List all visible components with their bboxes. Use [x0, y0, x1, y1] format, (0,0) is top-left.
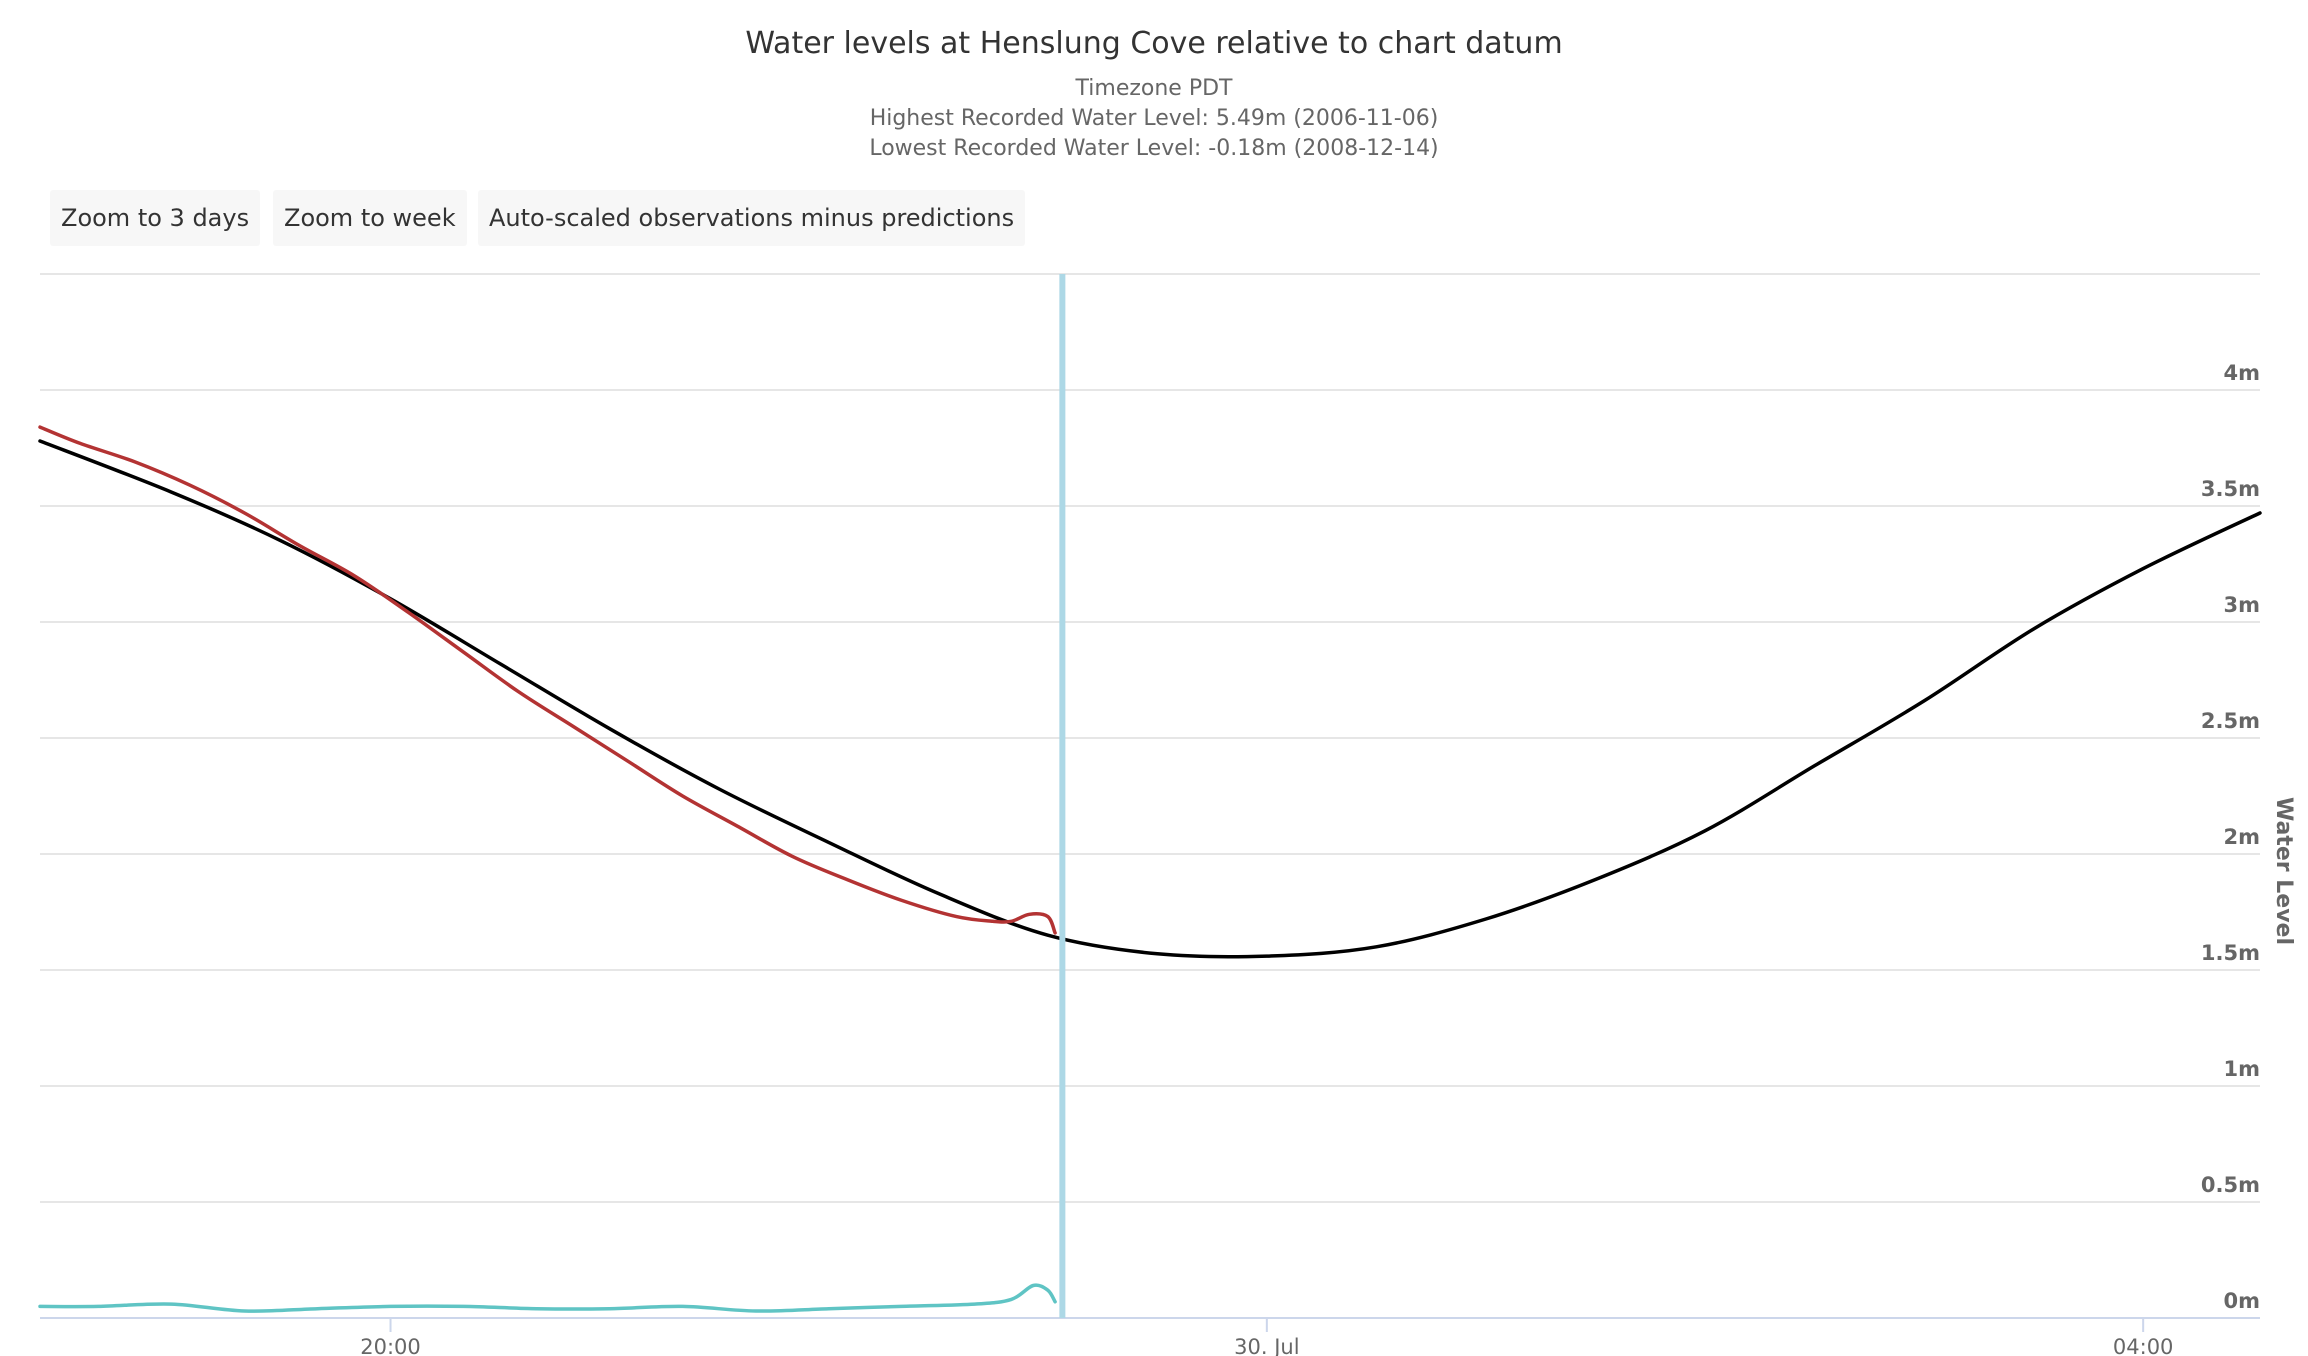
y-tick-label: 2.5m	[2201, 709, 2260, 733]
y-tick-label: 3m	[2224, 593, 2261, 617]
y-tick-label: 0.5m	[2201, 1173, 2260, 1197]
series-layer	[40, 427, 2260, 1311]
grid-lines	[40, 274, 2260, 1318]
y-tick-label: 1.5m	[2201, 941, 2260, 965]
y-axis-ticks: 0m 0.5m 1m 1.5m 2m 2.5m 3m 3.5m 4m	[2201, 361, 2260, 1313]
series-line-predicted	[40, 441, 2260, 957]
x-tick-label: 30. Jul	[1234, 1335, 1299, 1356]
series-line-observed_minus_predicted	[40, 1285, 1055, 1311]
series-line-observed	[40, 427, 1055, 933]
y-tick-label: 3.5m	[2201, 477, 2260, 501]
x-tick-label: 20:00	[360, 1335, 421, 1356]
x-tick-label: 04:00	[2113, 1335, 2174, 1356]
y-tick-label: 1m	[2224, 1057, 2261, 1081]
y-tick-label: 4m	[2224, 361, 2261, 385]
x-axis-ticks: 20:00 30. Jul 04:00	[360, 1318, 2173, 1356]
y-axis-title: Water Level	[2271, 797, 2296, 945]
y-tick-label: 0m	[2224, 1289, 2261, 1313]
y-tick-label: 2m	[2224, 825, 2261, 849]
